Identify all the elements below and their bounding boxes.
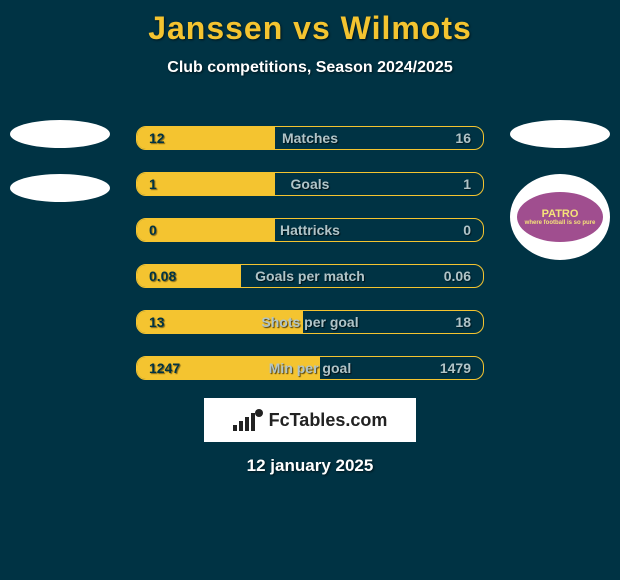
player1-name-oval [10,120,110,148]
player2-club-badge: PATRO where football is so pure [510,174,610,260]
stat-left-value: 12 [149,127,165,149]
page-title: Janssen vs Wilmots [0,0,620,47]
stat-right-value: 16 [455,127,471,149]
logo-bars-icon [233,409,263,431]
stat-row-goals: 1 1 Goals [136,172,484,196]
stat-left-value: 13 [149,311,165,333]
stat-right-value: 1 [463,173,471,195]
snapshot-date: 12 january 2025 [0,456,620,476]
subtitle: Club competitions, Season 2024/2025 [0,59,620,77]
stat-row-mpg: 1247 1479 Min per goal [136,356,484,380]
stat-row-matches: 12 16 Matches [136,126,484,150]
player1-club-oval [10,174,110,202]
left-player-placeholder [10,120,110,228]
bar-fill-left [137,173,275,195]
logo-text: FcTables.com [269,410,388,431]
badge-subtext: where football is so pure [525,220,596,226]
stat-left-value: 1 [149,173,157,195]
stat-left-value: 0 [149,219,157,241]
badge-text: PATRO [542,209,579,220]
stat-left-value: 1247 [149,357,180,379]
stat-row-gpm: 0.08 0.06 Goals per match [136,264,484,288]
stat-row-spg: 13 18 Shots per goal [136,310,484,334]
stat-right-value: 18 [455,311,471,333]
fctables-logo: FcTables.com [204,398,416,442]
stat-right-value: 1479 [440,357,471,379]
stat-row-hattricks: 0 0 Hattricks [136,218,484,242]
stat-right-value: 0.06 [444,265,471,287]
player2-name-oval [510,120,610,148]
stats-bars: 12 16 Matches 1 1 Goals 0 0 Hattricks 0.… [136,126,484,402]
right-player-placeholder: PATRO where football is so pure [510,120,610,260]
stat-right-value: 0 [463,219,471,241]
stat-left-value: 0.08 [149,265,176,287]
club-badge-inner: PATRO where football is so pure [517,192,603,242]
bar-fill-left [137,219,275,241]
